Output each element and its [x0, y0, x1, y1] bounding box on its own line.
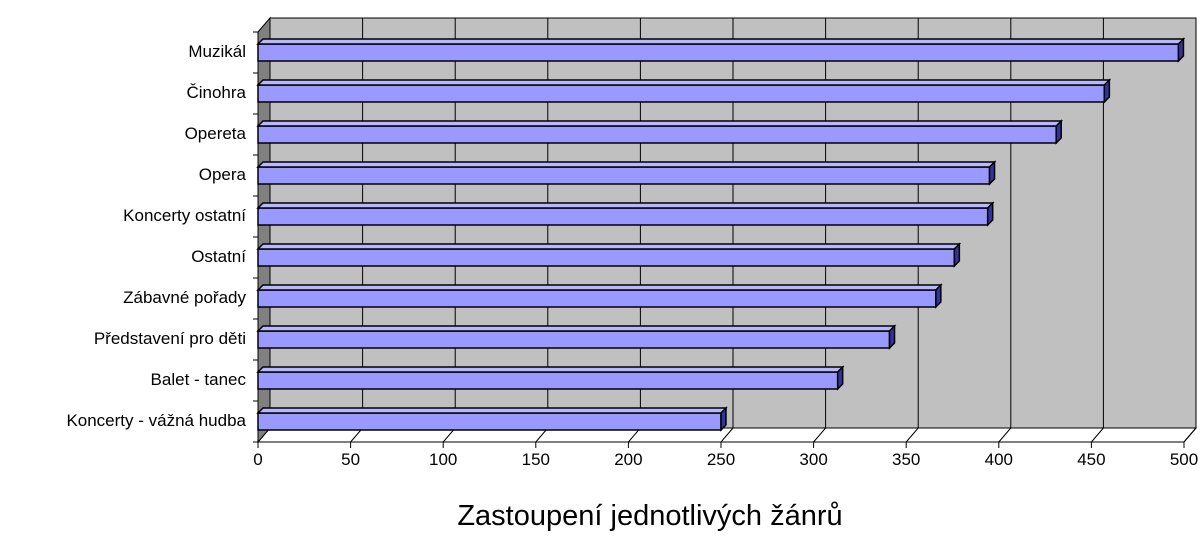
x-tick-label: 250: [707, 450, 735, 469]
bar-side: [888, 324, 896, 350]
category-label: Představení pro děti: [94, 329, 246, 348]
bar-top: [256, 366, 845, 373]
bar-side: [720, 406, 727, 432]
bars: [256, 37, 1186, 432]
category-label: Muzikál: [188, 42, 246, 61]
x-tick-label: 300: [799, 450, 827, 469]
x-tick-label: 50: [341, 450, 360, 469]
x-tick-label: 500: [1170, 450, 1198, 469]
x-tick-label: 0: [253, 450, 262, 469]
bar-top: [256, 202, 995, 209]
bar-top: [256, 161, 997, 168]
bar-top: [256, 284, 943, 291]
bar-side: [986, 201, 994, 227]
category-label: Balet - tanec: [151, 370, 247, 389]
category-label: Opera: [199, 165, 247, 184]
bar-side: [988, 160, 996, 186]
x-tick-label: 450: [1077, 450, 1105, 469]
x-tick-label: 200: [614, 450, 642, 469]
category-label: Ostatní: [191, 247, 246, 266]
bar: [256, 242, 962, 268]
gridline-floor: [813, 427, 826, 443]
bar-top: [256, 120, 1064, 127]
bar: [256, 78, 1112, 104]
gridline-floor: [998, 427, 1012, 443]
category-labels: Muzikál Činohra Opereta Opera Koncerty ostat…: [66, 42, 246, 430]
bar-top: [256, 325, 897, 332]
category-label: Zábavné pořady: [123, 288, 246, 307]
x-axis-title: Zastoupení jednotlivých žánrů: [457, 500, 842, 532]
bar-side: [836, 365, 844, 391]
bar-front: [257, 125, 1057, 144]
bar-front: [257, 166, 991, 185]
bar-top: [256, 38, 1186, 45]
bar-front: [257, 330, 891, 349]
x-tick-label: 350: [892, 450, 920, 469]
x-tick-label: 400: [985, 450, 1013, 469]
gridline-floor: [1183, 427, 1197, 443]
category-label: Opereta: [185, 124, 247, 143]
gridline-floor: [905, 427, 919, 443]
tick-labels: 0 50 100 150 200 250 300 350 400 450 500: [253, 450, 1198, 469]
bar-front: [257, 43, 1180, 62]
bar: [256, 201, 995, 227]
axes: [253, 31, 1185, 448]
bar: [256, 119, 1064, 145]
category-label: Koncerty - vážná hudba: [66, 411, 246, 430]
bar: [256, 324, 897, 350]
category-label: Činohra: [186, 83, 246, 102]
gridline-floor: [720, 427, 734, 443]
gridline-floor: [1091, 427, 1104, 443]
bar-front: [257, 248, 956, 267]
bar: [256, 365, 845, 391]
bar-side: [1103, 78, 1111, 104]
bar-front: [257, 84, 1106, 103]
bar-side: [953, 242, 961, 268]
bar-side: [1177, 37, 1185, 63]
bar-top: [256, 243, 962, 250]
x-tick-label: 150: [522, 450, 550, 469]
bar: [256, 37, 1186, 63]
bar-front: [257, 412, 722, 431]
bar-front: [257, 289, 937, 308]
bar: [256, 160, 997, 186]
bar-front: [257, 207, 989, 226]
bar-top: [256, 407, 728, 414]
bar-front: [257, 371, 839, 390]
category-label: Koncerty ostatní: [123, 206, 246, 225]
bar: [256, 283, 943, 309]
bar-side: [935, 283, 942, 309]
bar: [256, 406, 728, 432]
x-tick-label: 100: [429, 450, 457, 469]
bar-side: [1055, 119, 1062, 145]
bar-top: [256, 79, 1112, 86]
